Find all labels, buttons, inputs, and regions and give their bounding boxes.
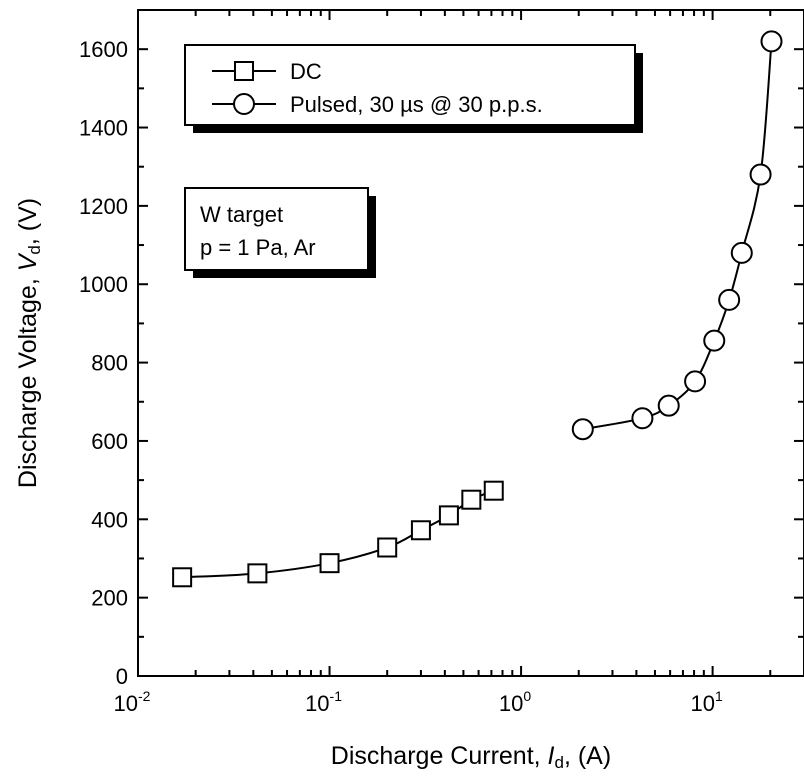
pulsed-data-point [760, 30, 783, 53]
dc-data-point [377, 537, 398, 558]
legend-label-dc: DC [290, 59, 322, 84]
x-tick-label: 10-1 [305, 688, 342, 716]
y-tick-label: 800 [91, 351, 128, 376]
y-tick-label: 0 [116, 664, 128, 689]
dc-data-point [438, 505, 459, 526]
y-tick-label: 1200 [79, 194, 128, 219]
pulsed-data-point [749, 163, 772, 186]
x-axis-title: Discharge Current, Id, (A) [331, 742, 611, 772]
pulsed-data-point [631, 407, 654, 430]
x-tick-label: 101 [690, 688, 722, 716]
annotation-line-1: W target [200, 202, 283, 227]
y-tick-label: 600 [91, 429, 128, 454]
y-tick-label: 1400 [79, 116, 128, 141]
y-tick-label: 200 [91, 586, 128, 611]
pulsed-data-point [657, 394, 680, 417]
annotation-box [184, 187, 369, 271]
x-tick-label-base: 10 [690, 691, 714, 716]
plot-frame [137, 9, 804, 677]
x-tick-label-base: 10 [114, 691, 138, 716]
x-tick-label-exponent: 0 [523, 688, 531, 704]
x-tick-label-exponent: -1 [330, 688, 343, 704]
x-tick-label: 10-2 [114, 688, 151, 716]
x-tick-label-exponent: 1 [715, 688, 723, 704]
legend-box [184, 44, 636, 126]
legend-square-icon [234, 61, 254, 81]
dc-data-point [461, 489, 482, 510]
legend-label-pulsed: Pulsed, 30 µs @ 30 p.p.s. [290, 92, 543, 117]
pulsed-data-point [718, 288, 741, 311]
pulsed-data-point [730, 241, 753, 264]
legend-circle-icon [233, 93, 255, 115]
x-tick-label-exponent: -2 [138, 688, 151, 704]
x-tick-label-base: 10 [305, 691, 329, 716]
dc-data-point [319, 553, 340, 574]
annotation-line-2: p = 1 Pa, Ar [200, 235, 316, 260]
x-tick-label-base: 10 [499, 691, 523, 716]
y-tick-label: 400 [91, 507, 128, 532]
dc-data-point [410, 520, 431, 541]
legend-entry-dc: DC [212, 59, 322, 84]
y-tick-label: 1000 [79, 272, 128, 297]
dc-data-point [172, 567, 193, 588]
dc-data-point [247, 563, 268, 584]
legend-entry-pulsed: Pulsed, 30 µs @ 30 p.p.s. [212, 92, 543, 117]
dc-data-point [483, 480, 504, 501]
pulsed-data-point [571, 418, 594, 441]
y-axis-title: Discharge Voltage, Vd, (V) [14, 198, 44, 488]
y-tick-label: 1600 [79, 37, 128, 62]
pulsed-data-point [684, 370, 707, 393]
x-tick-label: 100 [499, 688, 531, 716]
pulsed-data-point [703, 329, 726, 352]
